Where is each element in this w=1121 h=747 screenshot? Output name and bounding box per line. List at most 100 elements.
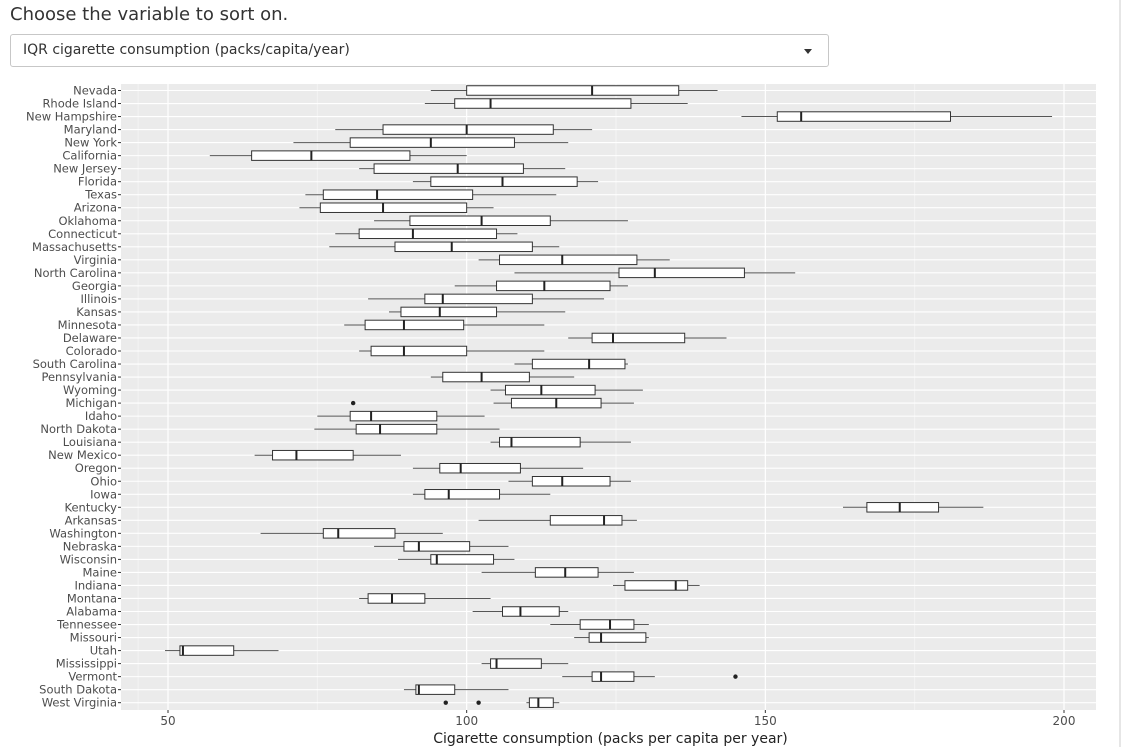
y-tick-label: Tennessee — [56, 618, 117, 632]
y-tick-label: Colorado — [66, 344, 117, 358]
y-tick-label: New Hampshire — [26, 110, 117, 124]
x-tick-label: 150 — [754, 714, 777, 728]
y-tick-label: Wisconsin — [60, 552, 117, 566]
box — [528, 697, 554, 708]
y-tick-label: Louisiana — [63, 435, 117, 449]
y-tick-label: Montana — [67, 591, 117, 605]
x-axis-title: Cigarette consumption (packs per capita … — [433, 731, 787, 747]
y-tick-label: North Dakota — [40, 422, 117, 436]
box — [624, 580, 689, 591]
box — [490, 658, 542, 669]
box — [579, 619, 635, 630]
box — [358, 228, 498, 240]
sort-prompt-label: Choose the variable to sort on. — [10, 4, 289, 25]
y-tick-label: Mississippi — [56, 657, 117, 671]
box — [776, 111, 952, 122]
box — [394, 241, 533, 253]
box — [322, 528, 396, 539]
box — [355, 423, 438, 435]
box — [424, 293, 533, 305]
y-tick-label: Idaho — [85, 409, 117, 423]
box — [370, 345, 468, 357]
box — [618, 267, 745, 279]
y-tick-label: Pennsylvania — [41, 370, 117, 384]
y-tick-label: Nevada — [73, 84, 117, 98]
y-tick-label: Michigan — [65, 396, 117, 410]
box — [272, 449, 354, 461]
box — [502, 606, 560, 617]
y-tick-label: Connecticut — [48, 227, 117, 241]
box — [430, 176, 578, 187]
y-tick-label: New York — [64, 136, 117, 150]
plot-panel — [121, 84, 1096, 710]
box — [442, 371, 530, 383]
y-tick-label: Texas — [84, 188, 117, 202]
y-tick-label: Virginia — [74, 253, 117, 267]
y-tick-label: Kansas — [76, 305, 117, 319]
box — [454, 98, 632, 109]
box — [409, 215, 551, 226]
sort-variable-select[interactable]: IQR cigarette consumption (packs/capita/… — [10, 34, 829, 67]
x-tick-label: 50 — [160, 714, 175, 728]
y-tick-label: Arkansas — [65, 513, 117, 527]
chevron-down-icon — [804, 49, 812, 54]
outlier-point — [476, 700, 481, 705]
y-tick-label: New Mexico — [48, 448, 117, 462]
box — [373, 163, 524, 174]
box — [866, 502, 940, 513]
x-tick-label: 100 — [455, 714, 478, 728]
x-tick-label: 200 — [1053, 714, 1076, 728]
y-tick-label: West Virginia — [42, 696, 117, 710]
y-tick-label: Arizona — [74, 201, 117, 215]
y-tick-label: Georgia — [72, 279, 117, 293]
y-tick-label: Illinois — [81, 292, 118, 306]
box — [415, 684, 456, 695]
y-tick-label: South Dakota — [39, 683, 117, 697]
y-tick-label: New Jersey — [53, 162, 117, 176]
y-tick-label: South Carolina — [33, 357, 117, 371]
box — [499, 254, 638, 266]
box — [439, 462, 521, 474]
sort-variable-selected-value: IQR cigarette consumption (packs/capita/… — [23, 42, 350, 58]
box — [591, 332, 686, 344]
y-tick-label: Massachusetts — [32, 240, 117, 254]
y-tick-label: Utah — [90, 644, 117, 658]
y-tick-label: Maine — [82, 565, 117, 579]
y-tick-label: Indiana — [74, 578, 117, 592]
box — [531, 358, 626, 370]
box — [319, 202, 468, 213]
y-tick-label: Alabama — [66, 605, 117, 619]
y-tick-label: Kentucky — [64, 500, 117, 514]
box — [349, 410, 438, 422]
box — [531, 476, 611, 487]
box — [549, 515, 623, 526]
y-tick-label: Minnesota — [58, 318, 117, 332]
box — [534, 567, 599, 578]
y-tick-label: Wyoming — [63, 383, 117, 397]
y-tick-label: Florida — [78, 175, 117, 189]
y-tick-label: Maryland — [64, 123, 117, 137]
outlier-point — [350, 400, 356, 406]
box — [504, 384, 596, 396]
box — [251, 150, 411, 161]
outlier-point — [733, 674, 738, 679]
y-tick-label: Vermont — [68, 670, 117, 684]
box — [499, 436, 581, 448]
box — [382, 124, 554, 135]
y-tick-label: California — [62, 149, 117, 163]
y-tick-label: Ohio — [90, 474, 117, 488]
box — [322, 189, 474, 200]
box — [424, 489, 501, 500]
box — [496, 280, 611, 292]
box — [466, 85, 680, 96]
y-tick-label: Rhode Island — [42, 97, 117, 111]
box — [349, 137, 515, 148]
outlier-point — [443, 700, 448, 705]
box — [400, 306, 498, 318]
y-tick-label: North Carolina — [34, 266, 117, 280]
y-tick-label: Iowa — [90, 487, 117, 501]
box — [588, 632, 647, 643]
box — [403, 541, 471, 552]
y-tick-label: Delaware — [63, 331, 117, 345]
